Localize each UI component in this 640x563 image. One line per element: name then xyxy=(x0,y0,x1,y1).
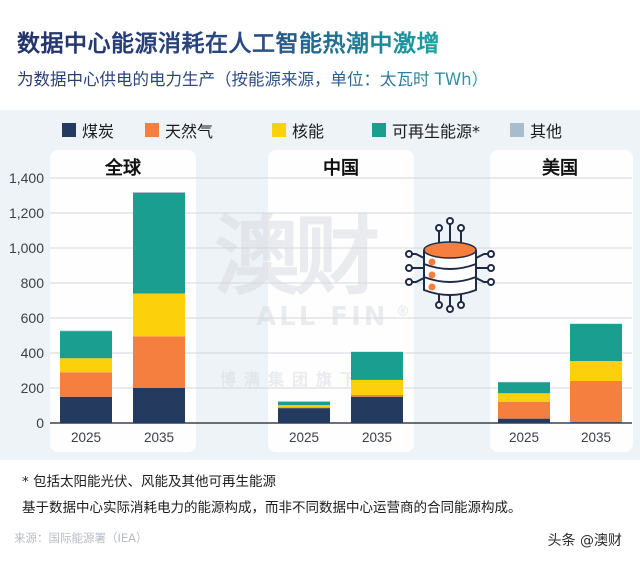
y-tick-label: 800 xyxy=(21,275,45,291)
bar-segment-美国-2025-核能 xyxy=(498,393,550,402)
x-tick-label: 2035 xyxy=(362,430,392,445)
source-text: 来源：国际能源署（IEA） xyxy=(14,531,148,545)
y-tick-label: 1,400 xyxy=(9,170,44,186)
watermark-mark: ® xyxy=(396,304,410,320)
bar-segment-美国-2035-煤炭 xyxy=(570,422,622,423)
group-label-china: 中国 xyxy=(323,158,359,179)
data-center-database-icon xyxy=(405,217,495,313)
legend-label: 天然气 xyxy=(165,122,214,141)
bar-segment-中国-2035-煤炭 xyxy=(351,396,403,423)
y-tick-label: 600 xyxy=(21,310,45,326)
y-tick-label: 1,000 xyxy=(9,240,44,256)
bars xyxy=(60,192,622,423)
bar-segment-全球-2035-其他 xyxy=(133,192,185,193)
legend-label: 煤炭 xyxy=(82,122,115,141)
bar-segment-全球-2025-天然气 xyxy=(60,372,112,397)
bar-segment-全球-2025-煤炭 xyxy=(60,396,112,423)
y-tick-label: 0 xyxy=(36,415,44,431)
legend-item-gas: 天然气 xyxy=(145,118,213,142)
group-label-us: 美国 xyxy=(542,158,578,179)
bar-segment-全球-2025-核能 xyxy=(60,358,112,373)
legend: 煤炭 天然气 核能 可再生能源* 其他 xyxy=(0,118,640,142)
bar-segment-中国-2035-天然气 xyxy=(351,395,403,397)
legend-label: 可再生能源* xyxy=(392,122,481,141)
bar-segment-美国-2025-天然气 xyxy=(498,402,550,419)
watermark-main: 澳财 xyxy=(214,207,380,307)
bar-segment-美国-2025-煤炭 xyxy=(498,418,550,423)
bar-segment-全球-2035-天然气 xyxy=(133,336,185,388)
y-tick-label: 400 xyxy=(21,345,45,361)
legend-swatch-other xyxy=(510,123,524,137)
x-tick-label: 2025 xyxy=(289,430,319,445)
legend-item-nuclear: 核能 xyxy=(272,118,324,142)
footnote-renewables: * 包括太阳能光伏、风能及其他可再生能源 xyxy=(22,474,277,490)
bar-segment-中国-2025-天然气 xyxy=(278,407,330,409)
chart-subtitle: 为数据中心供电的电力生产（按能源来源，单位：太瓦时 TWh） xyxy=(17,66,488,90)
watermark-sub: ALL FIN xyxy=(256,302,389,332)
bar-segment-中国-2025-可再生能源* xyxy=(278,401,330,406)
bar-segment-中国-2035-可再生能源* xyxy=(351,351,403,380)
bar-segment-全球-2035-核能 xyxy=(133,293,185,337)
bar-segment-美国-2035-可再生能源* xyxy=(570,323,622,362)
y-tick-label: 200 xyxy=(21,380,45,396)
y-axis-ticks: 0 200 400 600 800 1,000 1,200 1,400 xyxy=(9,170,44,431)
legend-label: 其他 xyxy=(530,122,563,141)
bar-segment-美国-2035-天然气 xyxy=(570,381,622,423)
bar-segment-中国-2025-煤炭 xyxy=(278,408,330,423)
x-tick-label: 2025 xyxy=(509,430,539,445)
legend-label: 核能 xyxy=(292,122,325,141)
x-tick-label: 2035 xyxy=(144,430,174,445)
bar-segment-中国-2025-核能 xyxy=(278,405,330,408)
bar-segment-美国-2035-核能 xyxy=(570,361,622,381)
x-axis-ticks: 2025 2035 2025 2035 2025 2035 xyxy=(71,430,611,445)
bar-segment-全球-2025-可再生能源* xyxy=(60,331,112,359)
legend-swatch-nuclear xyxy=(272,123,286,137)
group-label-global: 全球 xyxy=(105,158,141,179)
legend-item-coal: 煤炭 xyxy=(62,118,114,142)
bar-segment-美国-2025-可再生能源* xyxy=(498,382,550,394)
legend-swatch-renewables xyxy=(372,123,386,137)
legend-swatch-gas xyxy=(145,123,159,137)
x-tick-label: 2025 xyxy=(71,430,101,445)
legend-item-other: 其他 xyxy=(510,118,562,142)
bar-segment-全球-2035-可再生能源* xyxy=(133,192,185,294)
legend-swatch-coal xyxy=(62,123,76,137)
legend-item-renewables: 可再生能源* xyxy=(372,118,480,142)
y-tick-label: 1,200 xyxy=(9,205,44,221)
x-tick-label: 2035 xyxy=(581,430,611,445)
bar-segment-全球-2025-其他 xyxy=(60,330,112,332)
bar-segment-中国-2035-核能 xyxy=(351,379,403,395)
bar-segment-全球-2035-煤炭 xyxy=(133,388,185,423)
brand-watermark: 头条 @澳财 xyxy=(547,533,622,549)
footnote-methodology: 基于数据中心实际消耗电力的能源构成，而非不同数据中心运营商的合同能源构成。 xyxy=(22,500,522,516)
chart-title: 数据中心能源消耗在人工智能热潮中激增 xyxy=(17,24,440,58)
